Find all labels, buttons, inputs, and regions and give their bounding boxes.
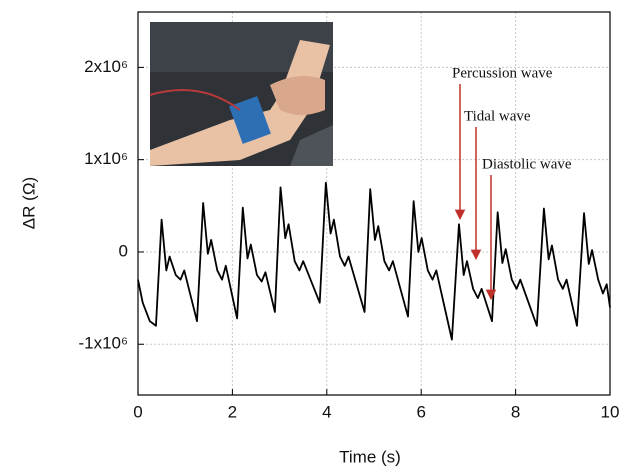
x-tick-label: 2	[228, 402, 237, 421]
grid	[137, 12, 611, 395]
annotations: Percussion wave Tidal wave Diastolic wave	[452, 65, 572, 301]
y-tick-label: -1x10⁶	[78, 334, 128, 353]
x-tick-label: 4	[322, 402, 331, 421]
x-tick-label: 0	[133, 402, 142, 421]
annotation: Percussion wave	[452, 65, 553, 81]
x-axis-label: Time (s)	[339, 447, 401, 466]
y-tick-label: 0	[119, 241, 128, 260]
x-tick-label: 6	[416, 402, 425, 421]
y-tick-label: 2x10⁶	[84, 57, 128, 76]
y-tick-label: 1x10⁶	[84, 149, 128, 168]
photo-inset	[149, 22, 333, 166]
marks	[137, 66, 611, 395]
data-line	[137, 181, 611, 341]
annotation: Tidal wave	[464, 108, 531, 124]
y-axis-label: ΔR (Ω)	[19, 177, 38, 229]
annotation: Diastolic wave	[482, 156, 572, 172]
x-tick-label: 10	[601, 402, 620, 421]
x-tick-label: 8	[511, 402, 520, 421]
plot-frame	[137, 11, 611, 396]
